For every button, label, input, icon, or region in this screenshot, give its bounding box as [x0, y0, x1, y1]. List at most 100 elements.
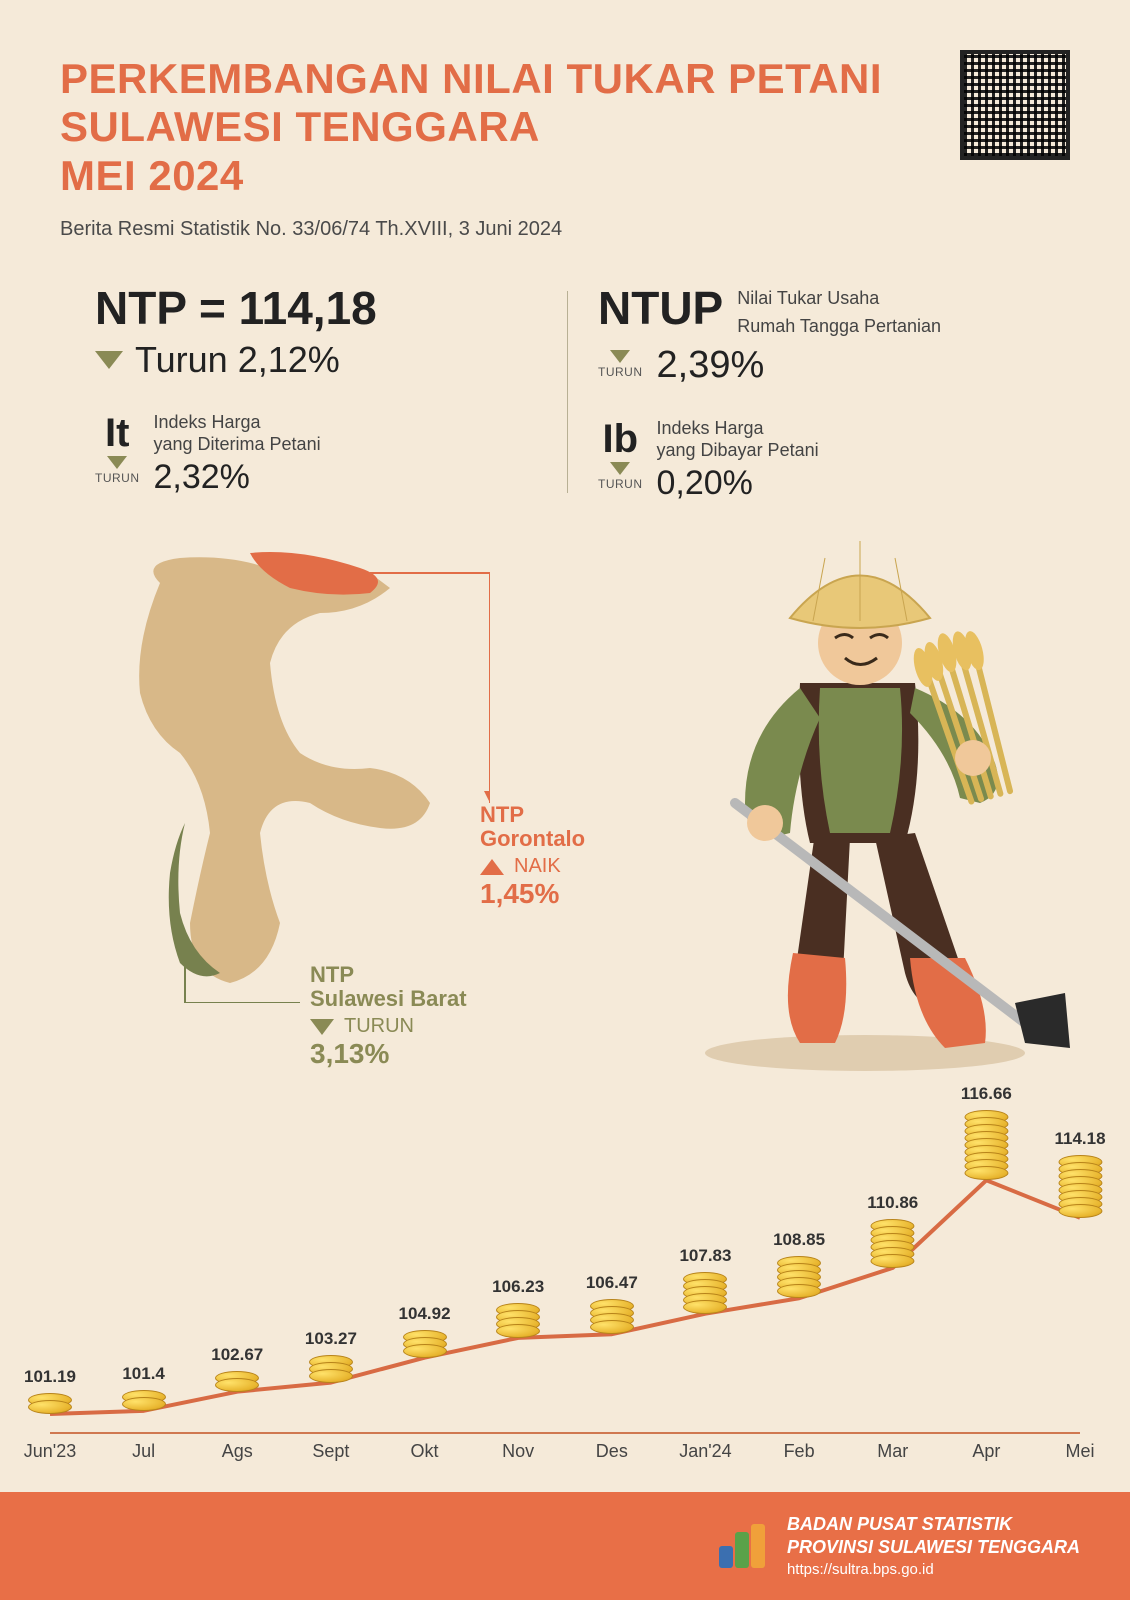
coin-stack-icon: [683, 1272, 727, 1314]
chart-point: 114.18: [1054, 1129, 1105, 1218]
gorontalo-value: 1,45%: [480, 878, 585, 910]
chart-point: 116.66: [961, 1084, 1012, 1180]
title-line-2: SULAWESI TENGGARA: [60, 103, 1070, 151]
up-triangle-icon: [480, 859, 504, 875]
callout-gorontalo: NTP Gorontalo NAIK 1,45%: [480, 803, 585, 910]
month-label: Apr: [972, 1441, 1000, 1462]
gorontalo-label: NAIK: [514, 855, 561, 878]
ib-desc-1: Indeks Harga: [657, 417, 819, 440]
title-line-3: MEI 2024: [60, 152, 1070, 200]
qr-code-icon: [960, 50, 1070, 160]
month-label: Des: [596, 1441, 628, 1462]
footer-line-3: https://sultra.bps.go.id: [787, 1560, 1080, 1580]
coin-stack-icon: [964, 1110, 1008, 1180]
vertical-divider: [567, 291, 568, 493]
coin-stack-icon: [122, 1390, 166, 1411]
point-value-label: 107.83: [679, 1246, 731, 1266]
it-block: It TURUN Indeks Harga yang Diterima Peta…: [95, 411, 567, 497]
it-desc-2: yang Diterima Petani: [154, 433, 321, 456]
it-value: 2,32%: [154, 458, 321, 497]
gorontalo-title-2: Gorontalo: [480, 827, 585, 851]
chart-point: 110.86: [867, 1193, 918, 1268]
header: PERKEMBANGAN NILAI TUKAR PETANI SULAWESI…: [0, 0, 1130, 241]
farmer-illustration-icon: [595, 503, 1075, 1083]
point-value-label: 110.86: [867, 1193, 918, 1213]
coin-stack-icon: [871, 1219, 915, 1268]
ib-turun: TURUN: [598, 477, 643, 491]
it-desc-1: Indeks Harga: [154, 411, 321, 434]
gorontalo-title-1: NTP: [480, 803, 585, 827]
month-label: Nov: [502, 1441, 534, 1462]
point-value-label: 106.23: [492, 1277, 544, 1297]
month-label: Jun'23: [24, 1441, 76, 1462]
coin-stack-icon: [309, 1355, 353, 1383]
point-value-label: 106.47: [586, 1273, 638, 1293]
point-value-label: 108.85: [773, 1230, 825, 1250]
sulbar-value: 3,13%: [310, 1038, 467, 1070]
ntp-change-text: Turun 2,12%: [135, 339, 340, 381]
month-label: Okt: [411, 1441, 439, 1462]
sulbar-title-1: NTP: [310, 963, 467, 987]
ntup-abbr: NTUP: [598, 281, 723, 335]
month-label: Jul: [132, 1441, 155, 1462]
ntp-trend-chart: 101.19 101.4 102.67 103.27 104.92 106.23 106.4…: [0, 1160, 1130, 1480]
ntup-value: 2,39%: [657, 344, 765, 387]
sulbar-label: TURUN: [344, 1015, 414, 1038]
point-value-label: 101.4: [122, 1364, 166, 1384]
down-triangle-icon: [107, 456, 127, 469]
down-triangle-icon: [610, 462, 630, 475]
middle-section: NTP Gorontalo NAIK 1,45% NTP Sulawesi Ba…: [0, 523, 1130, 1103]
stats-right-col: NTUP Nilai Tukar Usaha Rumah Tangga Pert…: [598, 281, 1070, 503]
callout-sulbar: NTP Sulawesi Barat TURUN 3,13%: [310, 963, 467, 1070]
chart-area: 101.19101.4102.67103.27104.92106.23106.4…: [50, 1160, 1080, 1432]
it-abbr: It: [105, 411, 129, 456]
ntup-turun: TURUN: [598, 365, 643, 379]
chart-point: 102.67: [211, 1345, 263, 1392]
month-label: Ags: [222, 1441, 253, 1462]
coin-stack-icon: [1058, 1155, 1102, 1218]
point-value-label: 104.92: [399, 1304, 451, 1324]
coin-stack-icon: [403, 1330, 447, 1358]
down-triangle-icon: [95, 351, 123, 369]
coin-stack-icon: [590, 1299, 634, 1334]
chart-point: 101.19: [24, 1367, 76, 1414]
month-label: Jan'24: [679, 1441, 731, 1462]
ib-block: Ib TURUN Indeks Harga yang Dibayar Petan…: [598, 417, 1070, 503]
stats-row: NTP = 114,18 Turun 2,12% It TURUN Indeks…: [0, 241, 1130, 503]
coin-stack-icon: [28, 1393, 72, 1414]
coin-stack-icon: [496, 1303, 540, 1338]
month-label: Sept: [312, 1441, 349, 1462]
sulbar-title-2: Sulawesi Barat: [310, 987, 467, 1011]
title-line-1: PERKEMBANGAN NILAI TUKAR PETANI: [60, 55, 1070, 103]
ib-desc-2: yang Dibayar Petani: [657, 439, 819, 462]
ib-value: 0,20%: [657, 464, 819, 503]
sulawesi-map-icon: [70, 543, 490, 1003]
point-value-label: 116.66: [961, 1084, 1012, 1104]
chart-point: 108.85: [773, 1230, 825, 1298]
bps-logo-icon: [713, 1518, 769, 1574]
chart-point: 103.27: [305, 1329, 357, 1383]
point-value-label: 103.27: [305, 1329, 357, 1349]
ntp-value: NTP = 114,18: [95, 281, 567, 335]
footer-line-1: BADAN PUSAT STATISTIK: [787, 1513, 1080, 1536]
coin-stack-icon: [777, 1256, 821, 1298]
down-triangle-icon: [610, 350, 630, 363]
ntp-change: Turun 2,12%: [95, 339, 567, 381]
subtitle: Berita Resmi Statistik No. 33/06/74 Th.X…: [60, 218, 1070, 241]
point-value-label: 101.19: [24, 1367, 76, 1387]
chart-point: 101.4: [122, 1364, 166, 1411]
footer-text: BADAN PUSAT STATISTIK PROVINSI SULAWESI …: [787, 1513, 1080, 1579]
chart-point: 107.83: [679, 1246, 731, 1314]
ntup-desc-1: Nilai Tukar Usaha: [737, 287, 941, 310]
chart-point: 106.23: [492, 1277, 544, 1338]
chart-axis: [50, 1432, 1080, 1434]
footer-line-2: PROVINSI SULAWESI TENGGARA: [787, 1536, 1080, 1559]
main-title: PERKEMBANGAN NILAI TUKAR PETANI SULAWESI…: [60, 55, 1070, 200]
month-label: Feb: [784, 1441, 815, 1462]
month-label: Mei: [1065, 1441, 1094, 1462]
month-label: Mar: [877, 1441, 908, 1462]
point-value-label: 114.18: [1054, 1129, 1105, 1149]
ntup-desc-2: Rumah Tangga Pertanian: [737, 315, 941, 338]
down-triangle-icon: [310, 1019, 334, 1035]
ntup-block: NTUP Nilai Tukar Usaha Rumah Tangga Pert…: [598, 281, 1070, 338]
